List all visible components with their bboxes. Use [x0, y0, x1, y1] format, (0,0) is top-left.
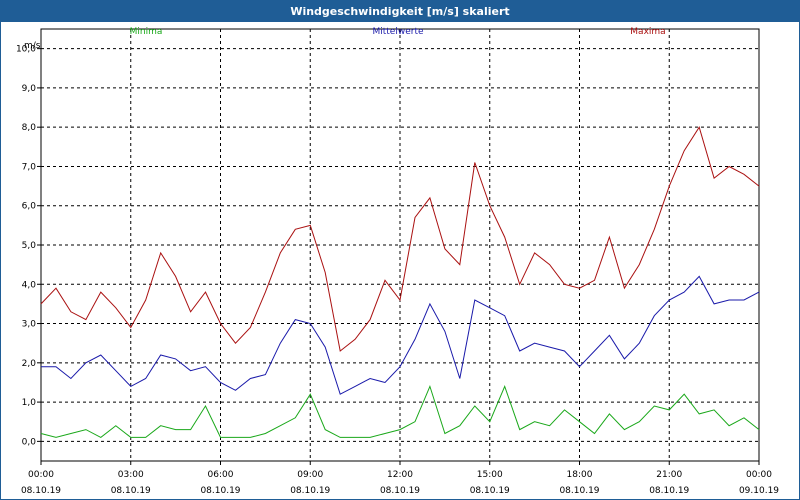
y-tick-label: 0,0 — [22, 437, 37, 447]
x-tick-time-label: 03:00 — [118, 470, 144, 480]
y-tick-label: 2,0 — [22, 359, 37, 369]
window-title: Windgeschwindigkeit [m/s] skaliert — [1, 1, 799, 22]
x-tick-date-label: 08.10.19 — [649, 486, 689, 496]
x-tick-date-label: 08.10.19 — [290, 486, 330, 496]
x-tick-time-label: 12:00 — [387, 470, 413, 480]
x-tick-time-label: 09:00 — [297, 470, 323, 480]
x-tick-time-label: 00:00 — [28, 470, 54, 480]
x-tick-time-label: 18:00 — [567, 470, 593, 480]
x-tick-time-label: 21:00 — [656, 470, 682, 480]
series-line-maxima — [40, 126, 760, 352]
y-tick-label: 3,0 — [22, 320, 37, 330]
x-tick-time-label: 00:00 — [746, 470, 772, 480]
x-tick-time-label: 06:00 — [208, 470, 234, 480]
x-tick-date-label: 08.10.19 — [380, 486, 420, 496]
y-tick-label: 6,0 — [22, 202, 37, 212]
legend-label-maxima: Maxima — [630, 27, 665, 37]
x-tick-date-label: 09.10.19 — [739, 486, 779, 496]
x-tick-date-label: 08.10.19 — [559, 486, 599, 496]
legend-label-minima: Minima — [130, 27, 163, 37]
y-tick-label: 10,0 — [16, 45, 36, 55]
x-tick-date-label: 08.10.19 — [470, 486, 510, 496]
y-tick-label: 1,0 — [22, 398, 37, 408]
y-tick-label: 4,0 — [22, 280, 37, 290]
y-tick-label: 8,0 — [22, 123, 37, 133]
y-axis-unit-label: m/s — [24, 41, 41, 51]
x-tick-date-label: 08.10.19 — [21, 486, 61, 496]
legend-label-mittelwerte: Mittelwerte — [372, 27, 423, 37]
series-line-minima — [40, 384, 760, 438]
y-tick-label: 5,0 — [22, 241, 37, 251]
series-line-mittelwerte — [41, 275, 760, 395]
x-tick-date-label: 08.10.19 — [111, 486, 151, 496]
x-tick-time-label: 15:00 — [477, 470, 503, 480]
chart-svg: 0,0 1,0 2,0 3,0 4,0 5,0 6,0 7,0 8,0 9,0 10,0 00:00 0… — [16, 27, 779, 496]
x-tick-date-label: 08.10.19 — [200, 486, 240, 496]
y-tick-label: 9,0 — [22, 84, 37, 94]
y-tick-label: 7,0 — [22, 162, 37, 172]
